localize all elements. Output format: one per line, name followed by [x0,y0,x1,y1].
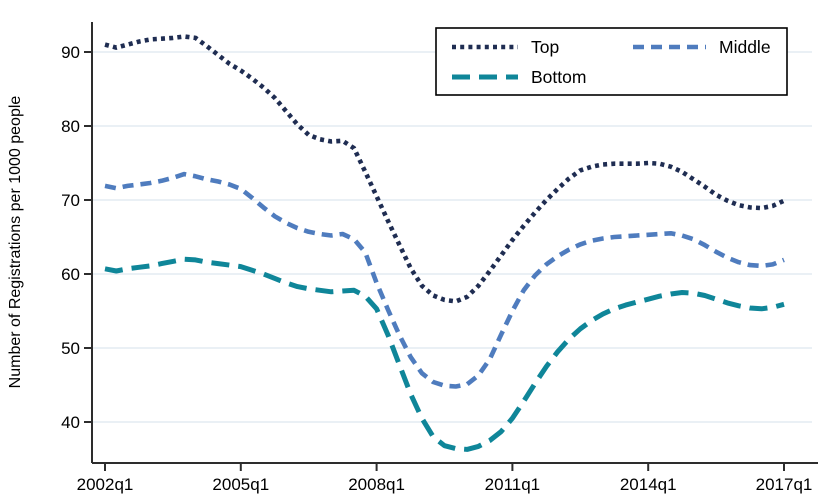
legend: Top Middle Bottom [435,27,788,96]
axes: 40 50 60 70 80 90 2002q1 2005q1 2008q1 2011q1 2014… [61,22,818,494]
bottom-series-line [104,256,785,452]
x-tick-label: 2005q1 [212,475,269,494]
legend-box [435,27,788,96]
top-series-line [104,34,785,304]
gridlines [93,51,812,423]
x-tick-label: 2014q1 [620,475,677,494]
x-tick-label: 2017q1 [756,475,813,494]
legend-label-bottom: Bottom [531,67,586,87]
y-tick-label: 80 [61,117,80,136]
series-lines [104,34,785,452]
x-tick-label: 2002q1 [77,475,134,494]
middle-series-line [104,171,785,389]
y-tick-label: 50 [61,339,80,358]
y-tick-label: 40 [61,413,80,432]
y-tick-label: 70 [61,191,80,210]
y-tick-label: 90 [61,43,80,62]
y-axis-title: Number of Registrations per 1000 people [7,96,24,389]
x-tick-label: 2011q1 [485,475,540,494]
y-tick-label: 60 [61,265,80,284]
x-tick-label: 2008q1 [348,475,405,494]
legend-label-top: Top [531,37,559,57]
legend-label-middle: Middle [719,37,771,57]
